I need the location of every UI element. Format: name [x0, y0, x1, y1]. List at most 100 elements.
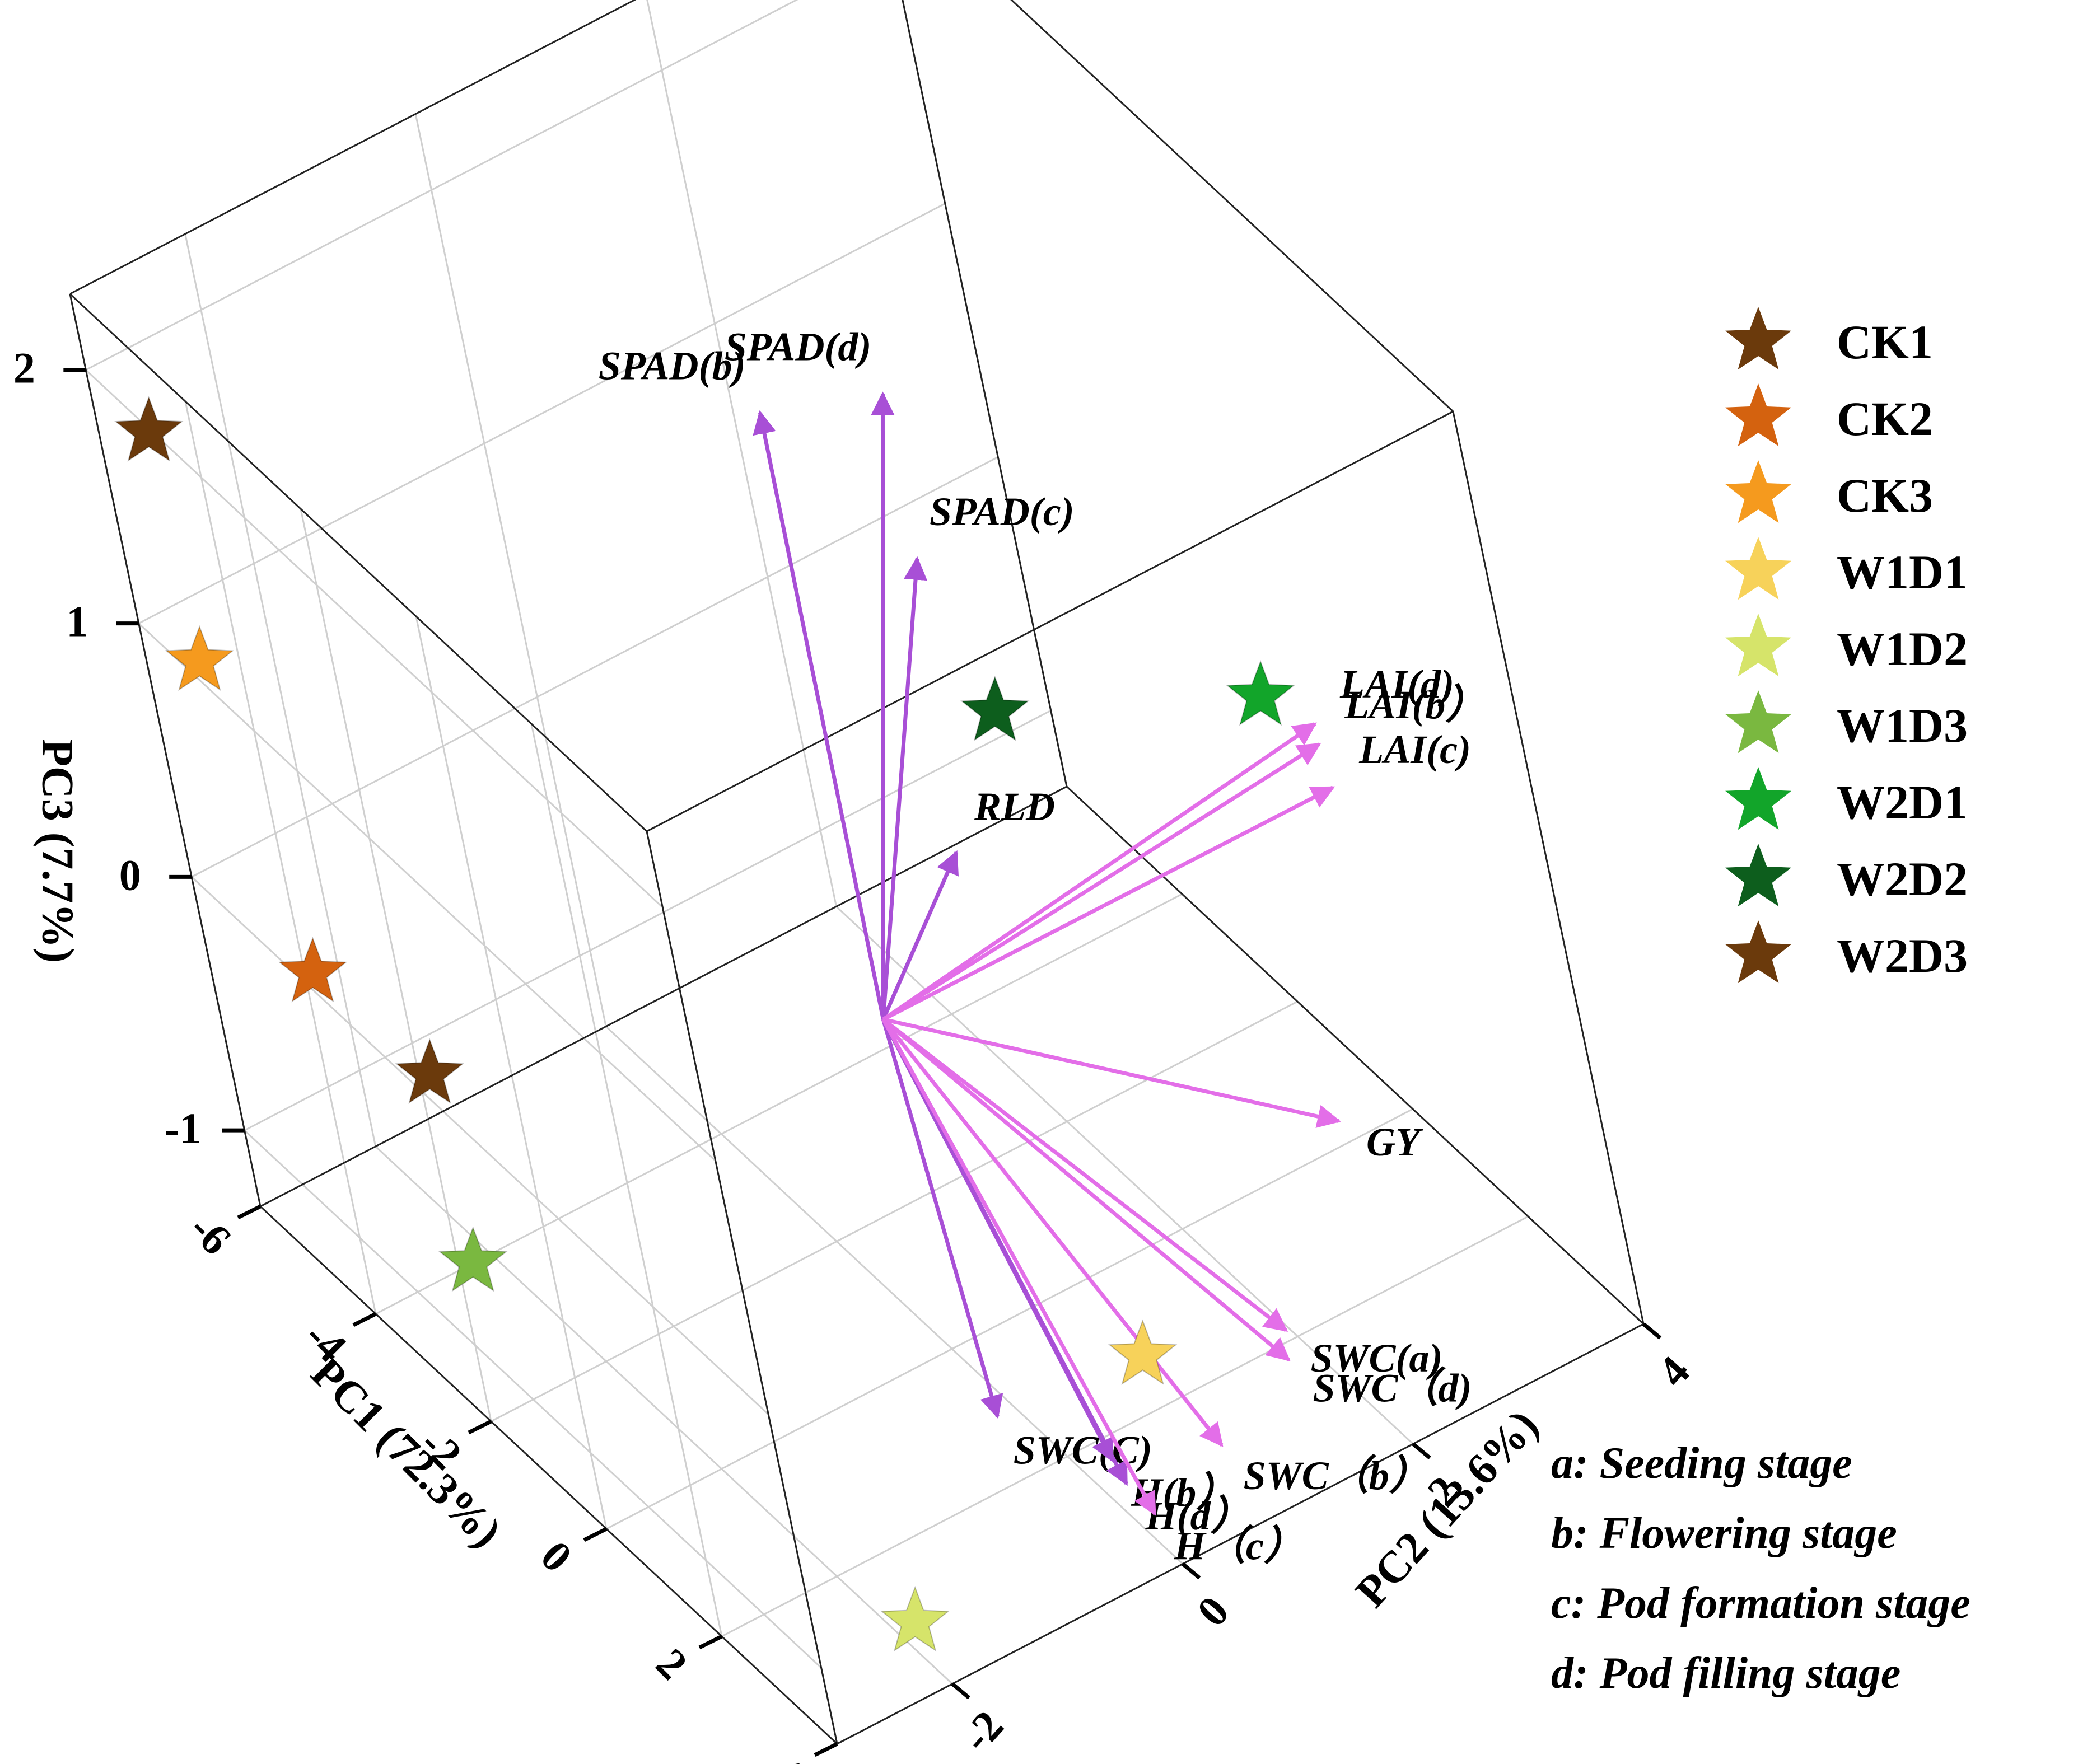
pc2-tick-label: 4 [1648, 1347, 1699, 1396]
pc2-tick-label-mark [1642, 1322, 1662, 1340]
loading-vector [871, 391, 895, 1019]
loading-label: SWC(C) [1014, 1428, 1152, 1472]
box-edge [69, 0, 637, 295]
legend-marker [1725, 920, 1791, 984]
loading-vector [881, 850, 959, 1021]
legend-label: CK3 [1837, 469, 1933, 522]
legend-label: W2D3 [1837, 929, 1968, 982]
pc1-tick-label: 4 [763, 1746, 812, 1764]
loading-vector [882, 1017, 1341, 1128]
legend-marker [1725, 614, 1791, 677]
loading-label: GY [1366, 1120, 1423, 1164]
sample-point [1226, 659, 1295, 726]
pc2-tick-label-mark [1412, 1442, 1431, 1459]
legend-label: W1D3 [1837, 699, 1968, 752]
sample-point [114, 396, 184, 462]
loading-label: SPAD(d) [725, 325, 872, 369]
pc3-tick-label: -1 [165, 1104, 201, 1153]
loading-label: H(d） [1145, 1494, 1251, 1538]
legend-label: W2D1 [1837, 775, 1968, 829]
loading-vector [881, 556, 927, 1020]
box-edge [646, 410, 1454, 832]
pc1-tick-label-mark [583, 1527, 608, 1542]
sample-point [960, 675, 1030, 742]
stage-notes: a: Seeding stage b: Flowering stage c: Pod… [1551, 1439, 1970, 1698]
loading-label: H（c） [1174, 1523, 1304, 1568]
loading-vector [882, 722, 1317, 1021]
loading-vector [753, 410, 885, 1020]
sample-points [114, 396, 1295, 1652]
pc3-tick-label: 1 [66, 597, 88, 646]
loading-vector [882, 1018, 1291, 1361]
grid-line-pc2-floor [605, 1026, 1184, 1565]
legend-marker [1725, 383, 1791, 447]
grid-line-pc1-floor [491, 1000, 1298, 1423]
sample-point [278, 937, 348, 1003]
legend-marker [1725, 767, 1791, 830]
box-edge [259, 1205, 838, 1745]
pc1-tick-label-mark [237, 1204, 262, 1220]
grid-line-pc3-left [244, 1130, 822, 1669]
grid-line-pc1 [530, 723, 723, 1637]
grid-line-pc3-right [191, 456, 998, 878]
grid-line-pc2 [184, 233, 377, 1147]
grid-line-pc3-right [85, 0, 798, 371]
pc3-tick-label: 0 [119, 850, 141, 899]
legend-marker [1725, 307, 1791, 370]
loading-vector [882, 785, 1335, 1022]
loading-label: SWC(a) [1310, 1336, 1442, 1381]
grid-line-pc3-left [85, 369, 664, 908]
legend-label: CK2 [1837, 392, 1933, 446]
box-edge [1452, 411, 1645, 1325]
grid-line-pc3-right [244, 709, 1052, 1131]
box-edge [646, 831, 838, 1744]
sample-point [438, 1226, 508, 1292]
box-frame [69, 0, 1645, 1745]
pc1-tick-label: 0 [532, 1531, 582, 1581]
legend-marker [1725, 690, 1791, 754]
loading-label: LAI(d) [1339, 662, 1454, 706]
sample-point [1108, 1319, 1178, 1385]
loading-label: SPAD(b) [599, 344, 746, 389]
grid-line-pc3-left [138, 623, 716, 1162]
pc1-tick-label: -6 [180, 1204, 240, 1264]
sample-point [165, 625, 235, 691]
sample-point [880, 1585, 950, 1652]
grid-line-pc1-floor [606, 1108, 1413, 1530]
loading-vector [882, 742, 1321, 1021]
loading-vector [881, 1018, 1003, 1419]
loading-label: SPAD(c) [930, 489, 1075, 534]
box-edge [902, 0, 1068, 787]
legend-marker [1725, 460, 1791, 523]
box-edge [1010, 0, 1454, 413]
grid-line-pc1 [415, 616, 608, 1529]
grid-line-pc2 [646, 0, 838, 907]
loading-vector [882, 1018, 1288, 1332]
pc1-axis-title: PC1 (72.3%) [302, 1348, 511, 1557]
loading-vectors: SPAD(b)SPAD(d) SPAD(c) RLD LAI(d)LAI(b）LAI(… [599, 325, 1486, 1569]
pc2-tick-label: -2 [952, 1701, 1012, 1761]
loading-label: LAI(c) [1358, 727, 1471, 772]
sample-point [395, 1038, 465, 1104]
grid-line-pc2 [902, 0, 1068, 787]
box-edge [260, 785, 1067, 1208]
box-edge [837, 1323, 1644, 1745]
grid-line-pc1-floor [375, 893, 1183, 1315]
stage-note: d: Pod filling stage [1551, 1649, 1900, 1698]
pc1-tick-label-mark [814, 1742, 838, 1757]
stage-note: c: Pod formation stage [1551, 1579, 1970, 1628]
legend-label: W1D2 [1837, 622, 1968, 676]
loading-label: SWC（d) [1313, 1365, 1472, 1410]
legend-marker [1725, 844, 1791, 907]
grid-line-pc3-right [138, 203, 946, 624]
loading-label: SWC（b） [1244, 1453, 1430, 1498]
pc2-tick-label: 0 [1187, 1587, 1238, 1635]
box-edge [69, 293, 648, 832]
loading-label: RLD [974, 784, 1055, 829]
grid-line-pc3-left [191, 876, 769, 1415]
box-edge [69, 293, 262, 1207]
loading-vector [881, 1018, 1224, 1447]
pc2-axis-title: PC2 (13.6%) [1346, 1401, 1548, 1617]
legend-label: W2D2 [1837, 852, 1968, 906]
